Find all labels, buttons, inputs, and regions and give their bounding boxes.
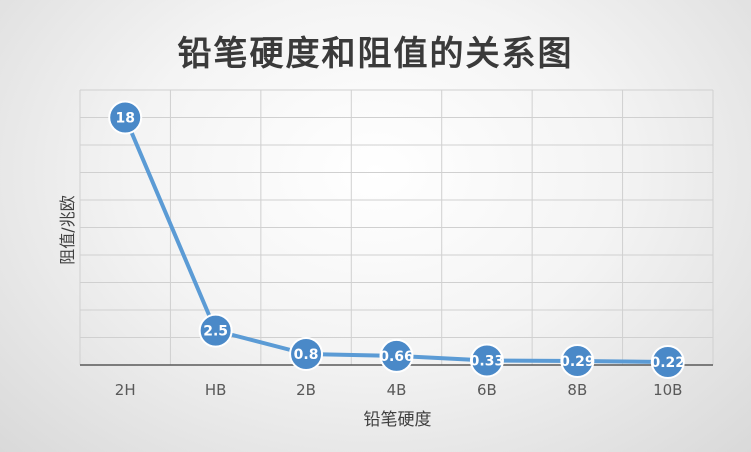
data-point	[289, 337, 324, 371]
data-label: 0.29	[560, 354, 595, 370]
chart-title: 铅笔硬度和阻值的关系图	[177, 34, 574, 74]
x-tick-label: 6B	[477, 381, 497, 399]
x-tick-label: 8B	[567, 381, 587, 399]
x-tick-label: 2H	[115, 381, 136, 399]
x-tick-labels: 2H HB 2B 4B 6B 8B 10B	[115, 381, 683, 399]
data-markers: 18 2.5 0.8 0.66 0.33 0.29 0.22	[108, 100, 686, 379]
data-label: 18	[115, 111, 134, 127]
y-axis-label: 阻值/兆欧	[58, 195, 77, 265]
data-point	[650, 344, 685, 379]
data-label: 0.8	[294, 347, 319, 363]
x-axis-label: 铅笔硬度	[363, 410, 432, 430]
data-label: 2.5	[203, 324, 228, 340]
x-tick-label: 4B	[387, 381, 407, 399]
data-point	[108, 100, 143, 135]
x-tick-label: HB	[205, 381, 227, 399]
gridlines	[79, 89, 714, 365]
data-point	[560, 344, 595, 379]
data-point	[198, 313, 233, 348]
x-tick-label: 10B	[653, 381, 682, 399]
data-label: 0.22	[651, 355, 686, 371]
x-tick-label: 2B	[296, 381, 316, 399]
data-label: 0.66	[379, 349, 414, 365]
data-label: 0.33	[470, 353, 505, 369]
data-point	[469, 343, 504, 378]
data-point	[379, 338, 414, 373]
